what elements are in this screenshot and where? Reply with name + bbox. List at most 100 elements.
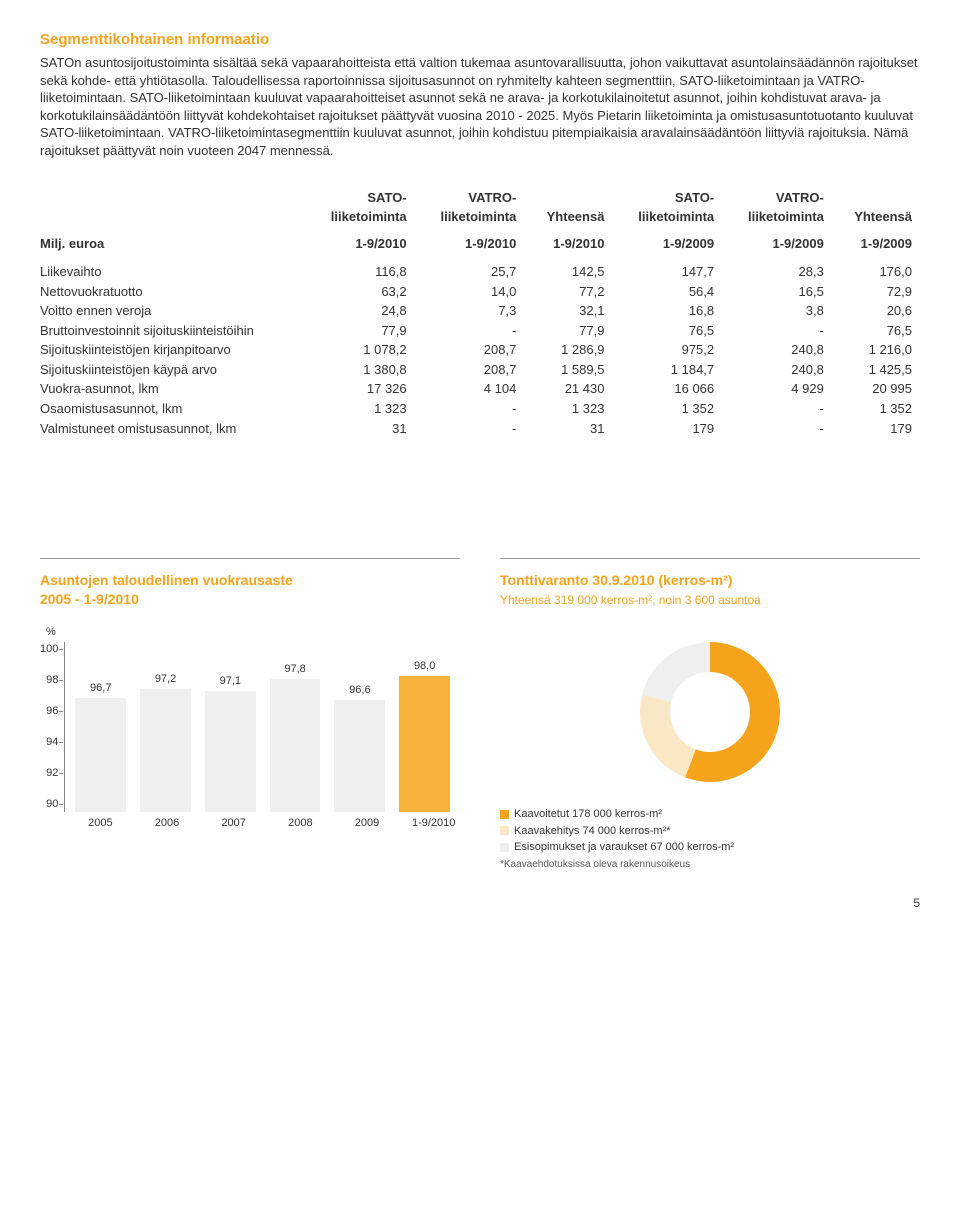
- cell-value: 179: [832, 419, 920, 439]
- cell-value: 975,2: [612, 340, 722, 360]
- cell-value: -: [415, 419, 525, 439]
- table-row: Valmistuneet omistusasunnot, lkm31-31179…: [40, 419, 920, 439]
- legend-swatch: [500, 826, 509, 835]
- cell-value: 16 066: [612, 379, 722, 399]
- cell-value: 76,5: [832, 321, 920, 341]
- cell-value: 3,8: [722, 301, 832, 321]
- col-header-bottom: liiketoiminta: [305, 207, 415, 227]
- bar-value-label: 96,6: [349, 683, 370, 698]
- cell-value: 240,8: [722, 340, 832, 360]
- cell-value: 1 216,0: [832, 340, 920, 360]
- body-paragraph: SATOn asuntosijoitustoiminta sisältää se…: [40, 54, 920, 159]
- cell-value: 1 323: [524, 399, 612, 419]
- bar-x-label: 2007: [207, 816, 260, 831]
- bar-x-label: 2005: [74, 816, 127, 831]
- col-period: 1-9/2010: [415, 227, 525, 263]
- bar-value-label: 97,8: [284, 662, 305, 677]
- legend-item: Kaavoitetut 178 000 kerros-m²: [500, 806, 920, 823]
- row-label: Voitto ennen veroja: [40, 301, 305, 321]
- bar-rect: [205, 691, 256, 812]
- bar-rect: [140, 689, 191, 811]
- bar-x-label: 1-9/2010: [407, 816, 460, 831]
- cell-value: -: [722, 419, 832, 439]
- col-header-bottom: liiketoiminta: [415, 207, 525, 227]
- bar-rect: [270, 679, 321, 812]
- cell-value: 1 286,9: [524, 340, 612, 360]
- bar-x-label: 2008: [274, 816, 327, 831]
- cell-value: 77,2: [524, 282, 612, 302]
- occupancy-bar-chart: Asuntojen taloudellinen vuokrausaste 200…: [40, 558, 460, 871]
- cell-value: 4 104: [415, 379, 525, 399]
- col-header-bottom: liiketoiminta: [722, 207, 832, 227]
- bar-value-label: 97,1: [220, 674, 241, 689]
- cell-value: 208,7: [415, 360, 525, 380]
- bar-rect: [75, 698, 126, 812]
- table-row: Liikevaihto116,825,7142,5147,728,3176,0: [40, 262, 920, 282]
- cell-value: 20,6: [832, 301, 920, 321]
- cell-value: 24,8: [305, 301, 415, 321]
- y-tick: 92: [40, 766, 58, 781]
- col-header-top: VATRO-: [722, 188, 832, 208]
- bar-value-label: 96,7: [90, 681, 111, 696]
- section-heading: Segmenttikohtainen informaatio: [40, 30, 920, 50]
- cell-value: 147,7: [612, 262, 722, 282]
- table-row: Sijoituskiinteistöjen kirjanpitoarvo1 07…: [40, 340, 920, 360]
- cell-value: 1 078,2: [305, 340, 415, 360]
- col-period: 1-9/2010: [524, 227, 612, 263]
- table-row: Osaomistusasunnot, lkm1 323-1 3231 352-1…: [40, 399, 920, 419]
- cell-value: 20 995: [832, 379, 920, 399]
- bar-y-unit: %: [46, 625, 460, 640]
- bar-column: 96,6: [334, 683, 385, 812]
- cell-value: 14,0: [415, 282, 525, 302]
- cell-value: 1 352: [612, 399, 722, 419]
- cell-value: 208,7: [415, 340, 525, 360]
- col-period: 1-9/2009: [612, 227, 722, 263]
- cell-value: -: [722, 321, 832, 341]
- col-period: 1-9/2010: [305, 227, 415, 263]
- col-header-top: [832, 188, 920, 208]
- cell-value: 7,3: [415, 301, 525, 321]
- cell-value: 56,4: [612, 282, 722, 302]
- bar-rect: [399, 676, 450, 812]
- col-header-bottom: Yhteensä: [524, 207, 612, 227]
- row-label: Valmistuneet omistusasunnot, lkm: [40, 419, 305, 439]
- legend-swatch: [500, 843, 509, 852]
- table-row: Bruttoinvestoinnit sijoituskiinteistöihi…: [40, 321, 920, 341]
- bar-column: 96,7: [75, 681, 126, 812]
- period-label: Milj. euroa: [40, 227, 305, 263]
- cell-value: 77,9: [524, 321, 612, 341]
- bar-column: 98,0: [399, 659, 450, 812]
- row-label: Bruttoinvestoinnit sijoituskiinteistöihi…: [40, 321, 305, 341]
- cell-value: -: [415, 399, 525, 419]
- legend-swatch: [500, 810, 509, 819]
- col-header-top: SATO-: [305, 188, 415, 208]
- donut-svg: [620, 632, 800, 792]
- row-label: Sijoituskiinteistöjen käypä arvo: [40, 360, 305, 380]
- legend-label: Esisopimukset ja varaukset 67 000 kerros…: [514, 839, 734, 856]
- bar-x-label: 2009: [341, 816, 394, 831]
- legend-label: Kaavakehitys 74 000 kerros-m²*: [514, 823, 671, 840]
- col-period: 1-9/2009: [832, 227, 920, 263]
- table-row: Voitto ennen veroja24,87,332,116,83,820,…: [40, 301, 920, 321]
- col-header-top: VATRO-: [415, 188, 525, 208]
- donut-slice: [642, 642, 710, 702]
- col-header-top: SATO-: [612, 188, 722, 208]
- bar-value-label: 98,0: [414, 659, 435, 674]
- donut-chart-title: Tonttivaranto 30.9.2010 (kerros-m²): [500, 571, 920, 590]
- y-tick: 90: [40, 797, 58, 812]
- row-label: Osaomistusasunnot, lkm: [40, 399, 305, 419]
- cell-value: 72,9: [832, 282, 920, 302]
- cell-value: 21 430: [524, 379, 612, 399]
- cell-value: 17 326: [305, 379, 415, 399]
- row-label: Vuokra-asunnot, lkm: [40, 379, 305, 399]
- table-row: Nettovuokratuotto63,214,077,256,416,572,…: [40, 282, 920, 302]
- cell-value: 1 352: [832, 399, 920, 419]
- cell-value: 63,2: [305, 282, 415, 302]
- table-row: Vuokra-asunnot, lkm17 3264 10421 43016 0…: [40, 379, 920, 399]
- cell-value: 16,5: [722, 282, 832, 302]
- bar-chart-title: Asuntojen taloudellinen vuokrausaste: [40, 571, 460, 590]
- cell-value: 31: [305, 419, 415, 439]
- cell-value: 77,9: [305, 321, 415, 341]
- cell-value: 16,8: [612, 301, 722, 321]
- bar-x-label: 2006: [141, 816, 194, 831]
